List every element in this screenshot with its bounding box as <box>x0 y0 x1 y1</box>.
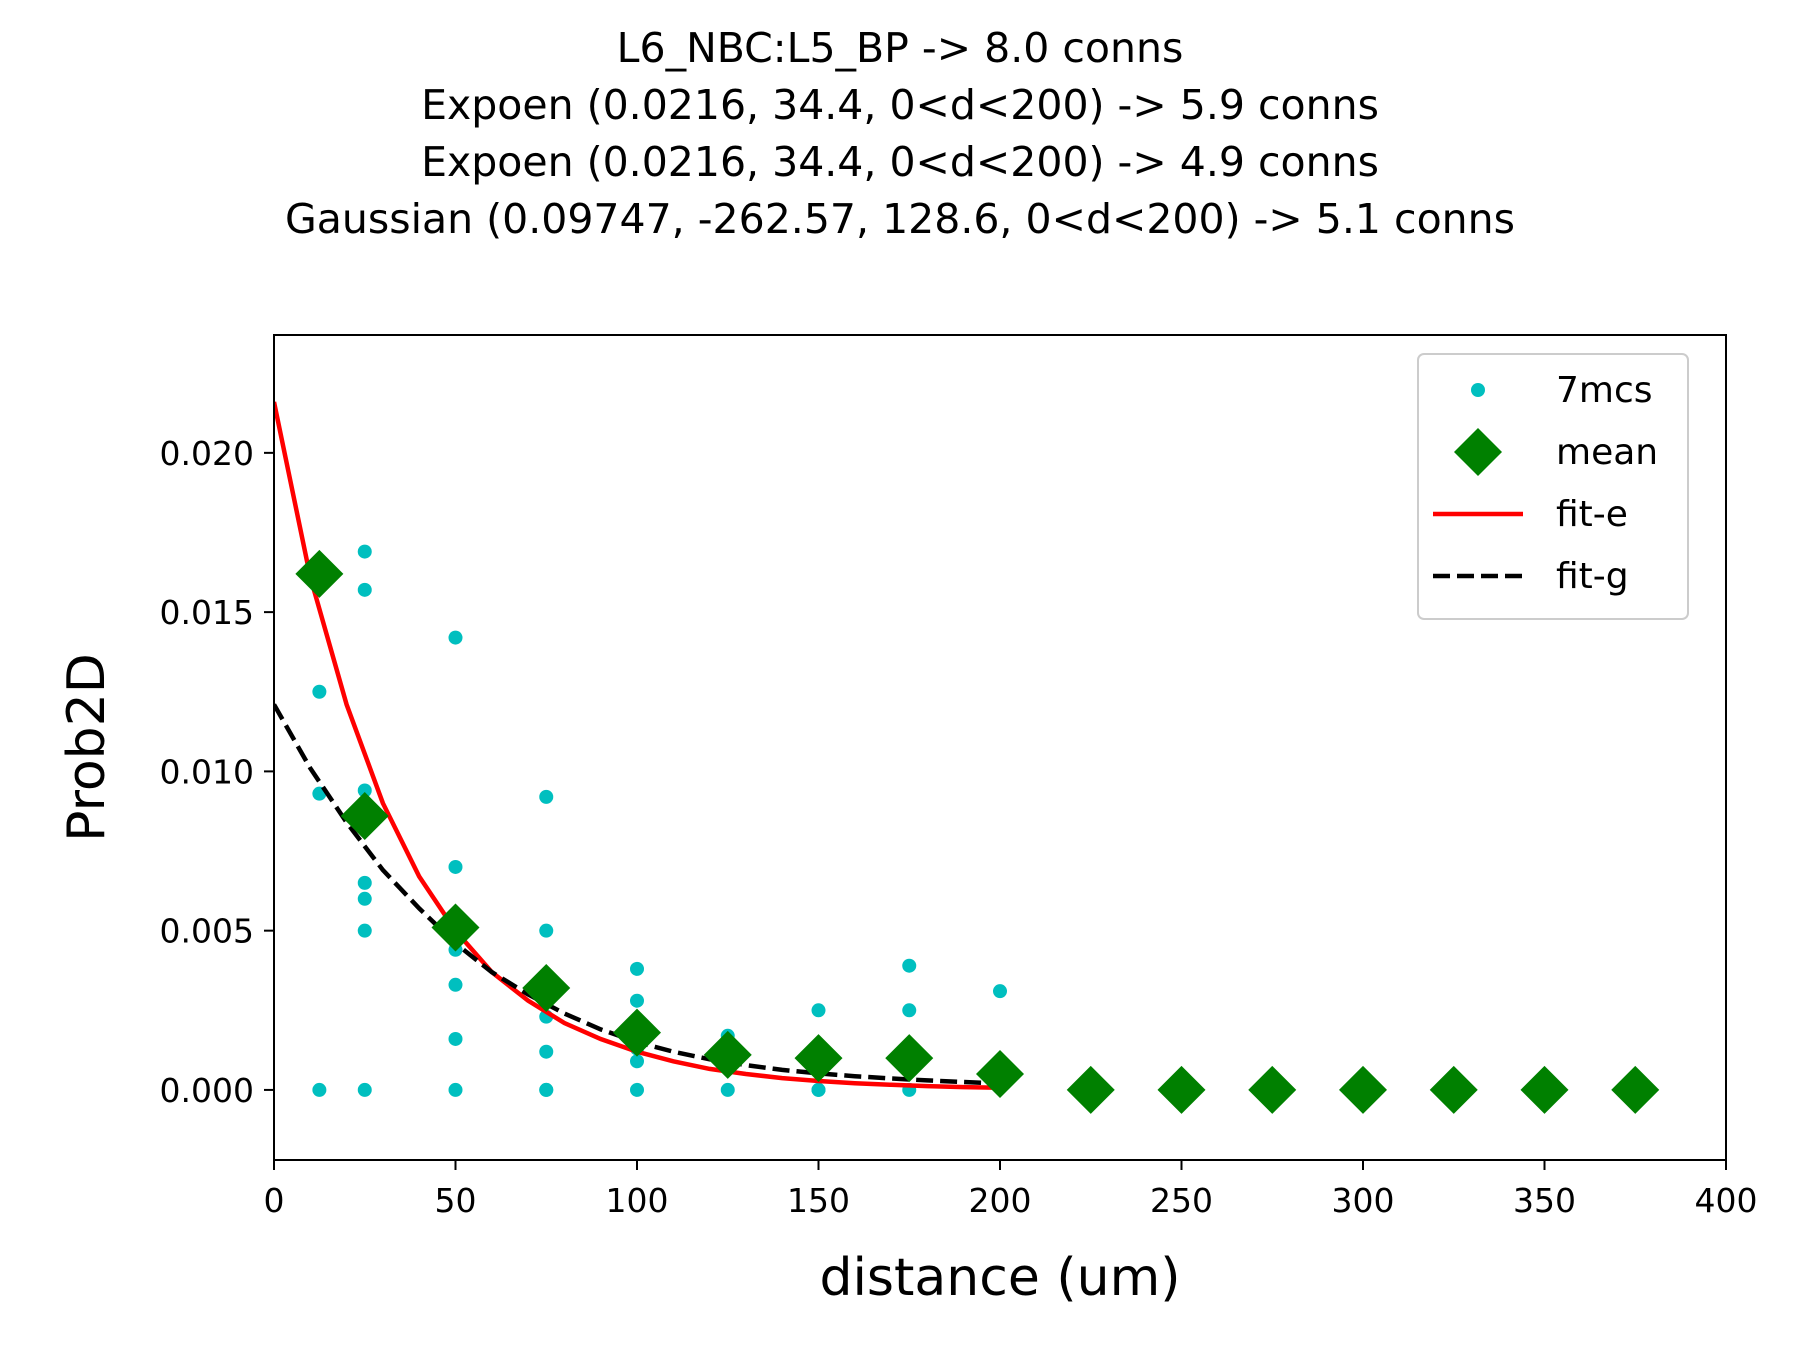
point-7mcs <box>357 582 372 597</box>
point-7mcs <box>312 684 327 699</box>
point-7mcs <box>448 1031 463 1046</box>
marker-mean <box>703 1030 752 1079</box>
point-7mcs <box>357 783 372 798</box>
point-7mcs <box>539 1044 554 1059</box>
point-7mcs <box>993 984 1007 999</box>
point-7mcs <box>630 1054 644 1069</box>
x-tick-label: 100 <box>606 1181 669 1220</box>
point-7mcs <box>630 993 644 1008</box>
marker-mean <box>794 1034 843 1083</box>
point-7mcs <box>902 958 917 973</box>
point-7mcs <box>539 789 554 804</box>
point-7mcs <box>448 1082 463 1097</box>
legend-item-7mcs: 7mcs <box>1471 370 1653 411</box>
x-tick-label: 400 <box>1695 1181 1758 1220</box>
x-tick-label: 200 <box>969 1181 1032 1220</box>
legend-marker-mean <box>1454 428 1502 476</box>
point-7mcs <box>357 544 372 559</box>
x-tick-label: 150 <box>787 1181 850 1220</box>
point-7mcs <box>539 923 554 938</box>
y-tick-label: 0.000 <box>160 1071 254 1110</box>
legend-label-fit-e: fit-e <box>1556 494 1628 535</box>
point-7mcs <box>811 1082 826 1097</box>
marker-mean <box>522 963 571 1012</box>
point-7mcs <box>312 1082 327 1097</box>
marker-mean <box>885 1034 934 1083</box>
y-tick-label: 0.010 <box>160 752 254 791</box>
legend-label-mean: mean <box>1556 432 1658 473</box>
legend-box <box>1417 353 1689 620</box>
legend-marker-7mcs <box>1471 383 1485 397</box>
point-7mcs <box>357 891 372 906</box>
point-7mcs <box>448 977 463 992</box>
x-axis-label: distance (um) <box>819 1248 1180 1308</box>
legend-item-mean: mean <box>1454 428 1658 476</box>
marker-mean <box>1066 1065 1115 1114</box>
marker-mean <box>1429 1065 1478 1114</box>
x-tick-label: 50 <box>435 1181 477 1220</box>
marker-mean <box>613 1008 661 1057</box>
point-7mcs <box>902 1003 917 1018</box>
point-7mcs <box>630 961 644 976</box>
legend-item-fit-g: fit-g <box>1433 556 1629 597</box>
marker-mean <box>976 1049 1024 1098</box>
marker-mean <box>1157 1065 1206 1114</box>
line-fit-e <box>274 401 1001 1090</box>
point-7mcs <box>357 875 372 890</box>
marker-mean <box>1248 1065 1297 1114</box>
point-7mcs <box>448 630 463 645</box>
legend-item-fit-e: fit-e <box>1433 494 1628 535</box>
point-7mcs <box>630 1082 644 1097</box>
series-mean <box>295 549 1660 1114</box>
point-7mcs <box>539 1082 554 1097</box>
x-tick-label: 0 <box>264 1181 285 1220</box>
plot-area <box>274 401 1660 1114</box>
series-7mcs <box>312 544 1007 1097</box>
marker-mean <box>1339 1065 1387 1114</box>
y-tick-label: 0.020 <box>160 434 254 473</box>
y-tick-label: 0.015 <box>160 593 254 632</box>
point-7mcs <box>720 1082 735 1097</box>
title-line-1: L6_NBC:L5_BP -> 8.0 conns <box>616 24 1184 72</box>
x-tick-label: 250 <box>1150 1181 1213 1220</box>
y-axis-label: Prob2D <box>57 653 117 842</box>
point-7mcs <box>357 923 372 938</box>
marker-mean <box>340 791 389 840</box>
title-line-2: Expoen (0.0216, 34.4, 0<d<200) -> 5.9 co… <box>421 81 1379 129</box>
y-tick-label: 0.005 <box>160 912 254 951</box>
chart-title: L6_NBC:L5_BP -> 8.0 conns Expoen (0.0216… <box>0 20 1800 248</box>
x-tick-label: 350 <box>1513 1181 1576 1220</box>
marker-mean <box>431 903 480 952</box>
legend: 7mcs mean fit-e fit-g <box>1417 353 1689 620</box>
x-axis: 0 50 100 150 200 250 300 350 400 <box>264 1160 1758 1220</box>
marker-mean <box>1520 1065 1569 1114</box>
title-line-3: Expoen (0.0216, 34.4, 0<d<200) -> 4.9 co… <box>421 138 1379 186</box>
point-7mcs <box>448 859 463 874</box>
point-7mcs <box>357 1082 372 1097</box>
y-axis: 0.000 0.005 0.010 0.015 0.020 <box>160 434 274 1110</box>
legend-label-7mcs: 7mcs <box>1556 370 1653 411</box>
point-7mcs <box>811 1003 826 1018</box>
x-tick-label: 300 <box>1332 1181 1395 1220</box>
legend-label-fit-g: fit-g <box>1556 556 1629 597</box>
marker-mean <box>295 549 344 598</box>
title-line-4: Gaussian (0.09747, -262.57, 128.6, 0<d<2… <box>285 195 1515 243</box>
marker-mean <box>1611 1065 1660 1114</box>
